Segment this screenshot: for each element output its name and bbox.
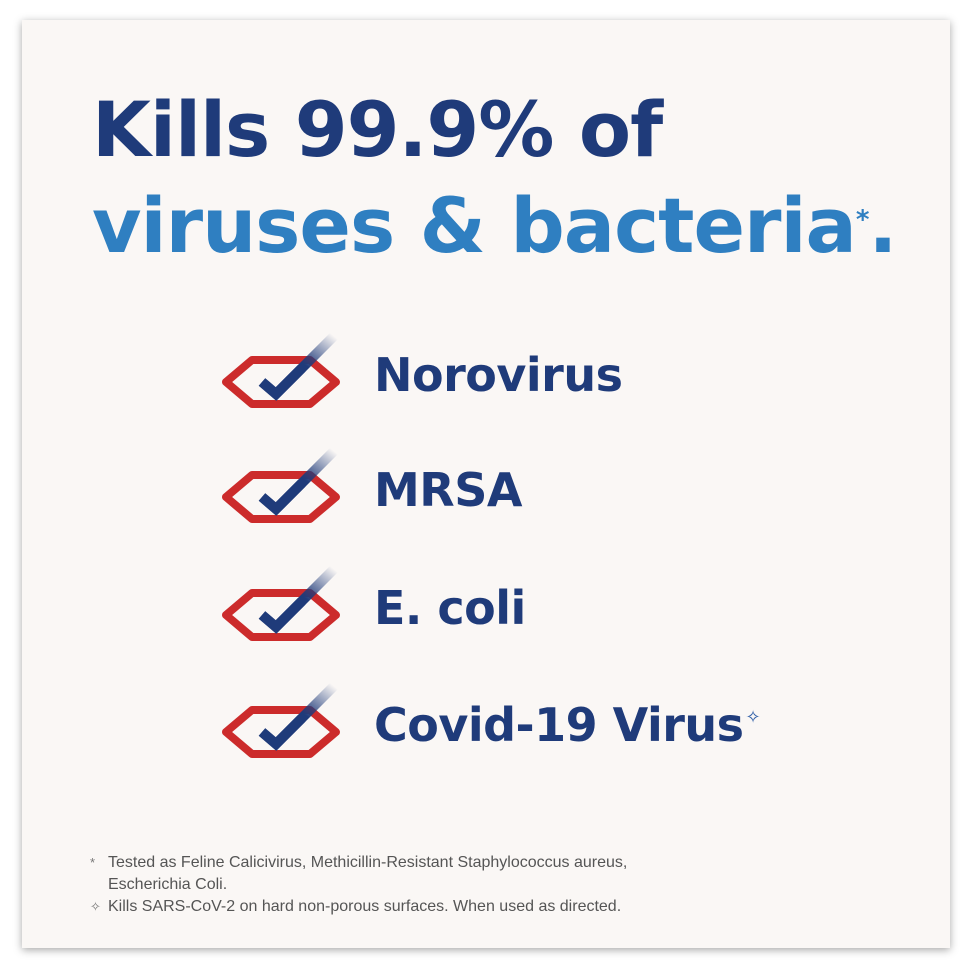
- item-label: Covid-19 Virus: [374, 698, 744, 752]
- item-label: E. coli: [374, 581, 526, 635]
- product-card: Kills 99.9% of viruses & bacteria*. Noro…: [22, 20, 950, 948]
- footnote-mark: ✧: [90, 899, 101, 914]
- check-badge-icon: [222, 447, 340, 523]
- footnote-text: Tested as Feline Calicivirus, Methicilli…: [108, 854, 628, 893]
- headline-line2-text: viruses & bacteria: [92, 181, 857, 270]
- headline-line1: Kills 99.9% of: [92, 85, 663, 174]
- list-item: Norovirus: [222, 332, 623, 415]
- list-item: E. coli: [222, 565, 526, 648]
- item-label: Norovirus: [374, 348, 623, 402]
- item-label: MRSA: [374, 463, 522, 517]
- check-badge-icon: [222, 565, 340, 641]
- period: .: [868, 181, 897, 270]
- footnote: * Tested as Feline Calicivirus, Methicill…: [90, 852, 628, 896]
- footnote-text: Kills SARS-CoV-2 on hard non-porous surf…: [108, 898, 622, 915]
- footnote-mark: *: [90, 855, 96, 870]
- list-item: MRSA: [222, 447, 522, 530]
- check-badge-icon: [222, 682, 340, 758]
- asterisk: *: [855, 205, 870, 235]
- headline-line2: viruses & bacteria*.: [92, 178, 897, 274]
- headline: Kills 99.9% of viruses & bacteria*.: [92, 82, 897, 274]
- item-mark: ✧: [745, 706, 761, 728]
- footnote: ✧ Kills SARS-CoV-2 on hard non-porous sur…: [90, 896, 628, 918]
- footnotes: * Tested as Feline Calicivirus, Methicill…: [90, 852, 628, 918]
- check-badge-icon: [222, 332, 340, 408]
- list-item: Covid-19 Virus ✧: [222, 682, 761, 765]
